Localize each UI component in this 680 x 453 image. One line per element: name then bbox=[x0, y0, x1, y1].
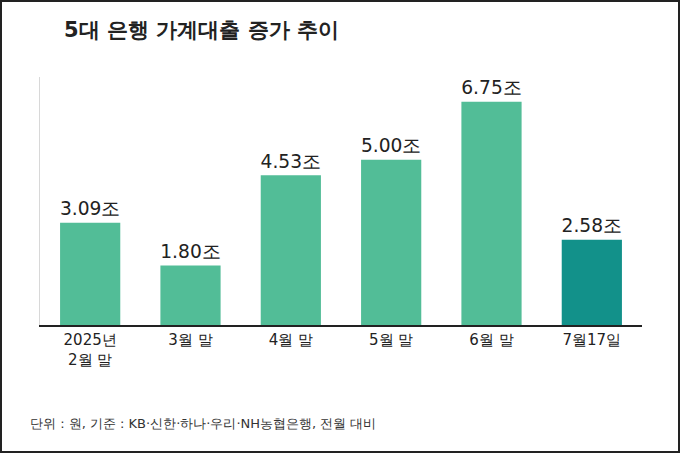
svg-text:4.53조: 4.53조 bbox=[261, 151, 322, 172]
svg-text:5.00조: 5.00조 bbox=[361, 135, 422, 156]
svg-text:1.80조: 1.80조 bbox=[160, 241, 221, 262]
svg-text:단위 : 원, 기준 : KB·신한·하나·우리·NH농협은: 단위 : 원, 기준 : KB·신한·하나·우리·NH농협은행, 전월 대비 bbox=[30, 416, 376, 431]
svg-text:7월17일: 7월17일 bbox=[563, 331, 622, 349]
svg-text:5대 은행 가계대출 증가 추이: 5대 은행 가계대출 증가 추이 bbox=[64, 18, 339, 42]
svg-text:3.09조: 3.09조 bbox=[60, 198, 121, 219]
svg-text:4월 말: 4월 말 bbox=[269, 331, 313, 349]
svg-text:2.58조: 2.58조 bbox=[562, 215, 623, 236]
svg-text:3월 말: 3월 말 bbox=[168, 331, 212, 349]
svg-text:5월 말: 5월 말 bbox=[369, 331, 413, 349]
svg-text:2025년2월 말: 2025년2월 말 bbox=[64, 331, 117, 369]
svg-text:6월 말: 6월 말 bbox=[469, 331, 513, 349]
svg-text:6.75조: 6.75조 bbox=[461, 77, 522, 98]
